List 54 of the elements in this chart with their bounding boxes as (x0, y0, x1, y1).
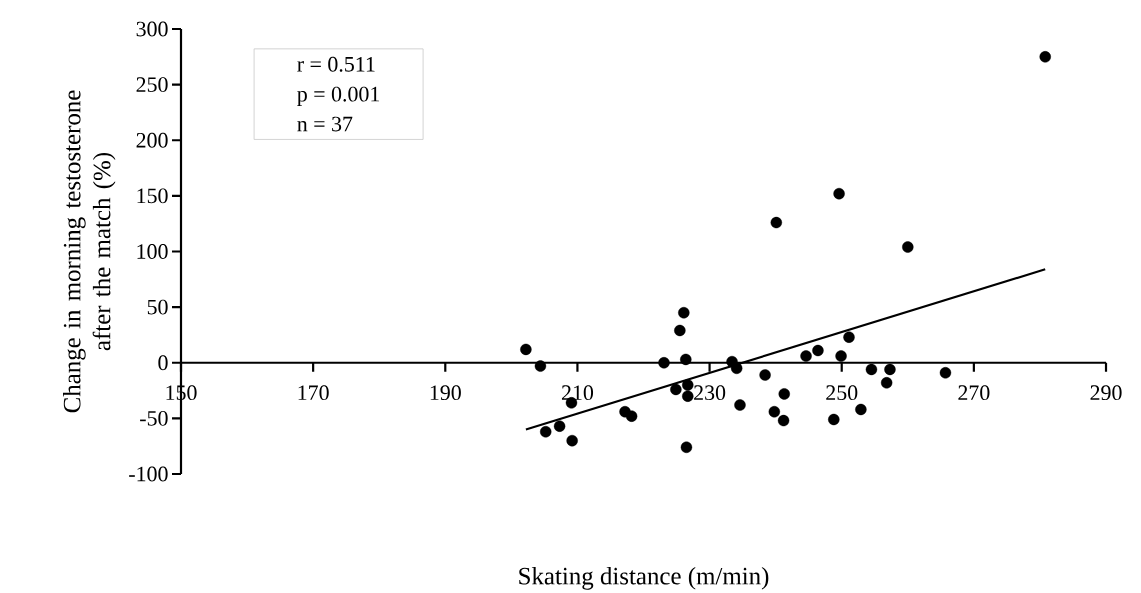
y-tick-label: 150 (137, 188, 168, 204)
point (770, 216, 783, 229)
y-tick-label: 0 (158, 355, 168, 371)
x-tick-label: 250 (826, 385, 858, 401)
annotation: n = 37 (297, 116, 353, 132)
x-tick-label: 290 (1090, 385, 1122, 401)
point (812, 344, 824, 357)
point (566, 434, 578, 447)
y-tick-label: 100 (137, 244, 168, 259)
point (902, 241, 914, 253)
point (682, 390, 694, 402)
y-tick-label: -100 (129, 466, 168, 482)
point (670, 383, 682, 396)
point (865, 363, 878, 376)
point (682, 379, 694, 391)
point (540, 426, 552, 438)
point (734, 399, 746, 411)
y-tick-label: 50 (147, 299, 168, 315)
x-tick-label: 190 (430, 385, 461, 401)
point (843, 331, 855, 343)
point (534, 360, 547, 372)
y-tick-label: 200 (136, 132, 168, 148)
x-axis-title: Skating distance (m/min) (519, 567, 769, 590)
y-tick-label: 250 (136, 77, 168, 93)
point (833, 187, 845, 200)
point (800, 350, 812, 362)
point (553, 420, 566, 432)
point (680, 441, 693, 453)
annotation: r = 0.511 (297, 56, 375, 72)
point (1039, 51, 1051, 63)
point (835, 350, 847, 362)
annotation: p = 0.001 (297, 86, 380, 106)
point (759, 369, 771, 381)
point (680, 353, 692, 366)
point (658, 357, 670, 369)
point (884, 363, 896, 376)
x-tick-label: 230 (694, 385, 726, 401)
y-axis-title: Change in morning testosterone after the match (%) (63, 90, 116, 413)
point (625, 410, 638, 422)
point (678, 306, 690, 319)
point (880, 377, 893, 389)
point (828, 413, 840, 426)
point (768, 406, 781, 418)
x-tick-label: 270 (958, 385, 990, 401)
point (520, 343, 532, 356)
x-tick-label: 170 (298, 385, 329, 401)
point (777, 414, 790, 427)
y-tick-label: 300 (136, 21, 168, 37)
point (855, 403, 867, 416)
point (674, 324, 686, 337)
point (778, 388, 790, 400)
y-tick-label: -50 (140, 410, 168, 426)
point (939, 367, 952, 379)
x-tick-label: 210 (561, 385, 594, 401)
